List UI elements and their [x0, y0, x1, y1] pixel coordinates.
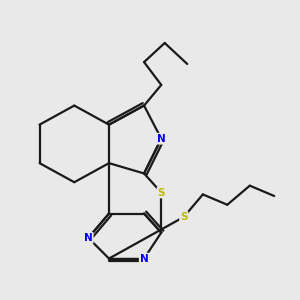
Text: S: S: [158, 188, 165, 197]
Text: N: N: [84, 233, 93, 243]
Text: N: N: [157, 134, 166, 144]
Text: S: S: [180, 212, 188, 222]
Text: N: N: [140, 254, 148, 264]
